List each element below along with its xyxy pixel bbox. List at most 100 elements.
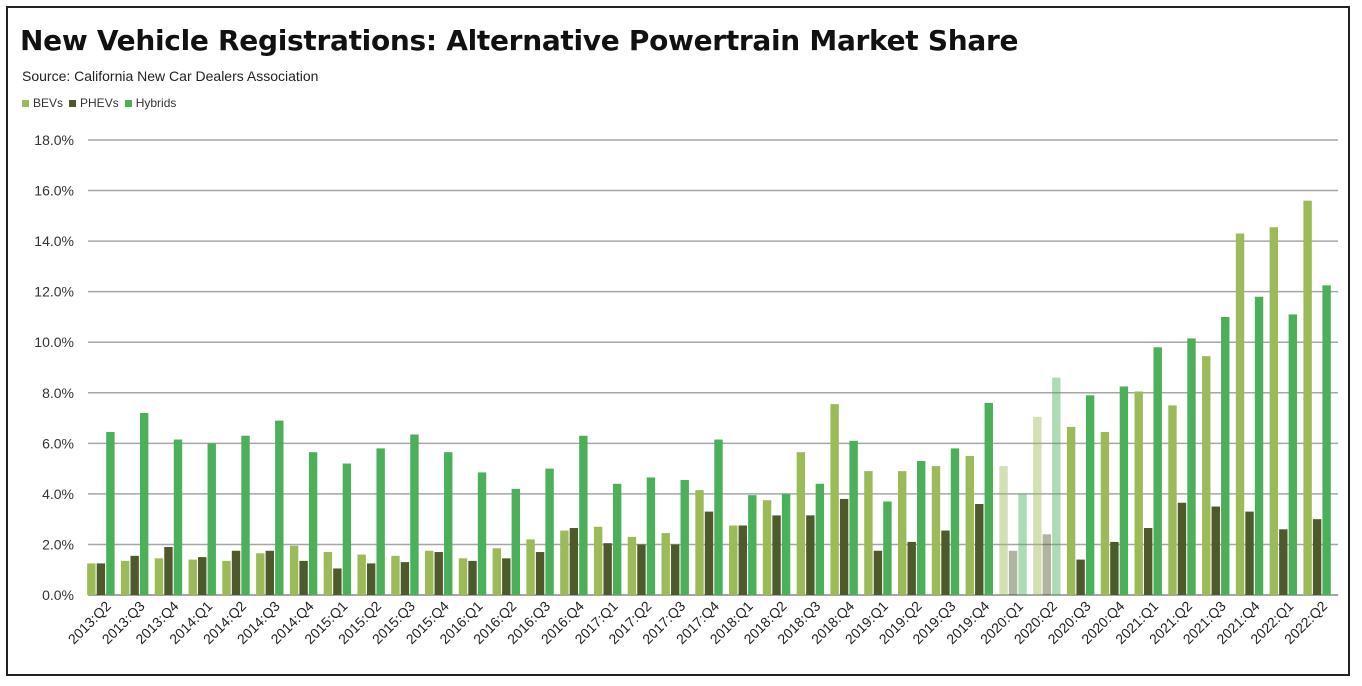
bar-phevs — [1110, 541, 1119, 595]
y-tick-label: 2.0% — [42, 536, 74, 552]
bar-bevs — [154, 558, 164, 595]
bar-hybrids — [781, 493, 791, 595]
bar-hybrids — [342, 463, 352, 595]
bar-bevs — [1269, 227, 1279, 596]
bar-hybrids — [883, 501, 892, 595]
bar-phevs — [1177, 502, 1187, 595]
y-tick-label: 6.0% — [42, 435, 74, 451]
bar-bevs — [593, 526, 603, 595]
bar-phevs — [198, 557, 207, 595]
bar-hybrids — [849, 440, 858, 595]
bar-hybrids — [275, 420, 284, 595]
bar-bevs — [1168, 405, 1177, 595]
chart-title: New Vehicle Registrations: Alternative P… — [20, 24, 1019, 57]
bar-bevs — [627, 536, 637, 595]
bar-hybrids — [207, 443, 216, 595]
bar-phevs — [704, 511, 714, 595]
bar-bevs — [289, 545, 299, 595]
bar-bevs — [931, 466, 941, 595]
bar-bevs — [560, 530, 569, 595]
bar-bevs — [87, 563, 96, 595]
bar-hybrids — [1187, 338, 1196, 595]
bar-phevs — [806, 515, 815, 595]
bar-bevs — [965, 455, 974, 595]
bar-phevs — [1143, 528, 1153, 595]
legend-label-bevs: BEVs — [33, 96, 64, 110]
legend-item-bevs: BEVs — [22, 96, 63, 110]
bar-phevs — [333, 568, 342, 595]
bar-hybrids — [376, 448, 385, 595]
bar-phevs — [265, 550, 275, 595]
y-tick-label: 10.0% — [34, 334, 74, 350]
bar-bevs — [1100, 431, 1110, 595]
bar-phevs — [1211, 506, 1220, 595]
bar-phevs — [839, 498, 849, 595]
bar-bevs — [830, 404, 839, 595]
bar-hybrids — [1221, 316, 1230, 595]
bar-phevs — [502, 558, 511, 595]
y-tick-label: 14.0% — [34, 233, 74, 249]
bar-bevs — [492, 548, 501, 595]
bar-hybrids — [106, 431, 115, 595]
bar-phevs — [400, 562, 410, 595]
bar-phevs — [535, 552, 545, 595]
bar-phevs — [1279, 529, 1288, 595]
bar-hybrids — [477, 472, 487, 595]
bar-phevs — [1076, 559, 1085, 595]
bar-bevs — [458, 558, 468, 595]
bar-phevs — [434, 552, 443, 595]
bar-phevs — [366, 563, 376, 595]
bar-bevs — [898, 471, 907, 595]
bar-bevs — [222, 560, 231, 595]
bar-hybrids — [917, 461, 926, 595]
bar-bevs — [729, 525, 738, 595]
bar-hybrids — [612, 483, 622, 595]
bar-hybrids — [1052, 377, 1061, 595]
y-tick-label: 4.0% — [42, 486, 74, 502]
bar-hybrids — [1153, 347, 1162, 595]
legend-item-hybrids: Hybrids — [124, 96, 176, 110]
y-tick-label: 12.0% — [34, 284, 74, 300]
legend-item-phevs: PHEVs — [69, 96, 119, 110]
bar-phevs — [772, 515, 781, 595]
bar-hybrids — [308, 452, 318, 595]
legend-swatch-phevs — [69, 99, 77, 107]
bar-bevs — [526, 539, 535, 595]
y-tick-label: 0.0% — [42, 587, 74, 603]
bar-hybrids — [984, 402, 993, 595]
bar-bevs — [796, 452, 806, 595]
bar-phevs — [603, 543, 612, 595]
bar-bevs — [1033, 416, 1042, 595]
bar-phevs — [130, 555, 139, 595]
bar-hybrids — [545, 468, 554, 595]
bar-phevs — [907, 541, 916, 595]
bar-hybrids — [950, 448, 960, 595]
y-tick-label: 18.0% — [34, 132, 74, 148]
bar-hybrids — [1288, 314, 1298, 595]
bar-hybrids — [646, 477, 656, 595]
bar-hybrids — [1322, 285, 1331, 595]
bar-hybrids — [241, 435, 250, 595]
bar-hybrids — [680, 479, 689, 595]
bar-hybrids — [1119, 386, 1129, 595]
bar-phevs — [164, 546, 173, 595]
bar-hybrids — [1085, 395, 1095, 595]
y-tick-label: 8.0% — [42, 385, 74, 401]
bar-bevs — [762, 500, 772, 595]
bar-phevs — [873, 550, 883, 595]
bar-phevs — [96, 563, 106, 595]
bar-phevs — [1245, 511, 1254, 595]
bar-phevs — [738, 525, 747, 595]
bar-phevs — [299, 560, 308, 595]
bar-hybrids — [1018, 493, 1027, 595]
bar-bevs — [1202, 356, 1211, 595]
bar-bevs — [323, 552, 333, 595]
bar-phevs — [468, 560, 477, 595]
bar-bevs — [695, 490, 704, 595]
bar-hybrids — [815, 483, 825, 595]
bar-phevs — [1312, 519, 1322, 595]
legend-swatch-hybrids — [124, 99, 132, 107]
y-tick-label: 16.0% — [34, 183, 74, 199]
bar-hybrids — [1254, 296, 1264, 595]
